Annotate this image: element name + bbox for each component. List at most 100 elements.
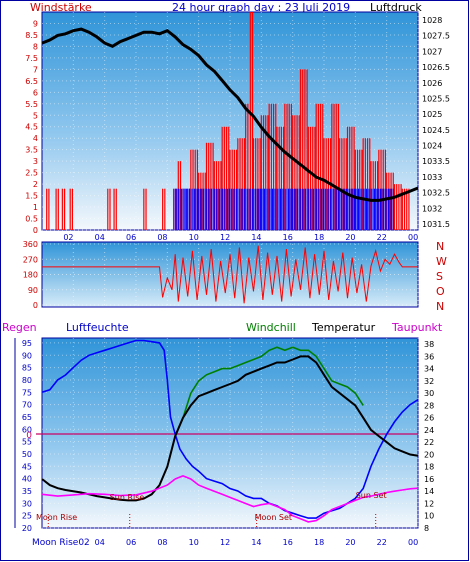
y-tick-label: 80 (22, 376, 32, 385)
series-line (41, 475, 419, 523)
y-tick-label: 12 (424, 499, 434, 508)
x-tick-label: 14 (251, 233, 261, 242)
y-tick-label: 20 (424, 450, 434, 459)
wind-direction-y-axis: 0 90 180 270 360 (23, 240, 38, 310)
y-tick-label: 25 (22, 512, 32, 521)
x-tick-label: 22 (377, 538, 387, 547)
y-tick-label: 45 (22, 462, 32, 471)
y-tick-label: 28 (424, 401, 434, 410)
x-tick-label: 16 (283, 538, 293, 547)
y-tick-label: 1027.5 (422, 32, 450, 41)
wind-speed-y-axis: 0 0.5 1 1.5 2 2.5 3 3.5 4 4.5 5 5.5 6 6.5 7 7.5 8 8.5 9 (25, 19, 38, 235)
wind-direction-line (42, 245, 418, 304)
y-tick-label: 3.5 (25, 146, 38, 155)
y-tick-label: 1031.5 (422, 220, 450, 229)
y-tick-label: 0 (33, 226, 38, 235)
legend-luftfeuchte: Luftfeuchte (66, 321, 129, 334)
y-tick-label: 1032.5 (422, 189, 450, 198)
y-tick-label: 70 (22, 401, 32, 410)
event-label: Sun Set (356, 491, 387, 500)
x-tick-label: 00 (408, 233, 418, 242)
y-tick-label: 4 (33, 134, 38, 143)
wind-direction-grid (42, 243, 419, 306)
event-label: Sun Rise (110, 493, 145, 502)
compass-letter: W (436, 255, 447, 268)
compass-letter: N (436, 240, 444, 253)
y-tick-label: 16 (424, 475, 434, 484)
y-tick-label: 85 (22, 364, 32, 373)
y-tick-label: 0 (33, 301, 38, 310)
y-tick-label: 1028 (422, 16, 442, 25)
event-label: Moon Rise (36, 513, 77, 522)
y-tick-label: 180 (23, 271, 38, 280)
y-tick-label: 1026.5 (422, 63, 450, 72)
y-tick-label: 10 (424, 512, 434, 521)
y-tick-label: 2 (33, 180, 38, 189)
series-line (41, 355, 419, 502)
pressure-label: Luftdruck (370, 1, 422, 14)
wind-direction-lines (42, 245, 418, 304)
x-tick-label: 22 (377, 233, 387, 242)
legend-regen: Regen (2, 321, 37, 334)
y-tick-label: 2.5 (25, 169, 38, 178)
x-tick-label: 08 (157, 233, 167, 242)
x-tick-label: 10 (189, 233, 199, 242)
temperature-y-axis: 8 10 12 14 16 18 20 22 24 26 28 30 32 34 36 38 (424, 340, 434, 533)
rain-zero-label: 0 (26, 431, 32, 441)
wind-pressure-lines (41, 27, 419, 202)
x-tick-label: 00 (408, 538, 418, 547)
y-tick-label: 5.5 (25, 100, 38, 109)
x-tick-label: 20 (345, 538, 355, 547)
y-tick-label: 4.5 (25, 123, 38, 132)
y-tick-label: 1.5 (25, 192, 38, 201)
y-tick-label: 7 (33, 65, 38, 74)
y-tick-label: 34 (424, 365, 434, 374)
compass-letter: S (436, 270, 443, 283)
y-tick-label: 9 (33, 19, 38, 28)
temperature-humidity-grid (42, 338, 419, 529)
y-tick-label: 8 (33, 42, 38, 51)
series-line (41, 339, 419, 519)
compass-letter: N (436, 300, 444, 313)
y-tick-label: 32 (424, 377, 434, 386)
y-tick-label: 65 (22, 413, 32, 422)
y-tick-label: 1032 (422, 204, 442, 213)
pressure-y-axis: 1031.5 1032 1032.5 1033 1033.5 1024 1024.5 1025… (422, 16, 450, 229)
pressure-line (41, 27, 419, 202)
wind-speed-label: Windstärke (30, 1, 92, 14)
y-tick-label: 1033.5 (422, 157, 450, 166)
y-tick-label: 38 (424, 340, 434, 349)
wind-pressure-x-axis: 02 04 06 08 10 12 14 16 18 20 22 00 (63, 233, 418, 242)
x-tick-label: 12 (220, 538, 230, 547)
y-tick-label: 1027 (422, 47, 442, 56)
y-tick-label: 6 (33, 88, 38, 97)
y-tick-label: 1024.5 (422, 126, 450, 135)
compass-letter: O (436, 285, 445, 298)
y-tick-label: 36 (424, 352, 434, 361)
x-tick-label: 06 (126, 538, 136, 547)
y-tick-label: 50 (22, 450, 32, 459)
y-tick-label: 5 (33, 111, 38, 120)
x-tick-label: 10 (189, 538, 199, 547)
y-tick-label: 75 (22, 388, 32, 397)
y-tick-label: 270 (23, 255, 38, 264)
temperature-humidity-lines (36, 339, 419, 523)
y-tick-label: 90 (28, 286, 38, 295)
y-tick-label: 1033 (422, 173, 442, 182)
x-tick-label: 14 (251, 538, 261, 547)
y-tick-label: 1024 (422, 142, 442, 151)
x-tick-label: 20 (345, 233, 355, 242)
astro-events: Moon Rise Sun Rise Moon Set Sun Set (36, 491, 387, 528)
y-tick-label: 30 (424, 389, 434, 398)
series-line (174, 346, 364, 437)
x-tick-label: 16 (283, 233, 293, 242)
y-tick-label: 1025 (422, 110, 442, 119)
y-tick-label: 1 (33, 203, 38, 212)
legend-windchill: Windchill (246, 321, 296, 334)
event-label: Moon Set (255, 513, 292, 522)
temperature-humidity-panel (41, 337, 419, 529)
x-tick-label: 08 (157, 538, 167, 547)
y-tick-label: 40 (22, 475, 32, 484)
humidity-y-axis: 20 25 30 35 40 45 50 55 60 65 70 75 80 85 90 95 (22, 339, 32, 533)
